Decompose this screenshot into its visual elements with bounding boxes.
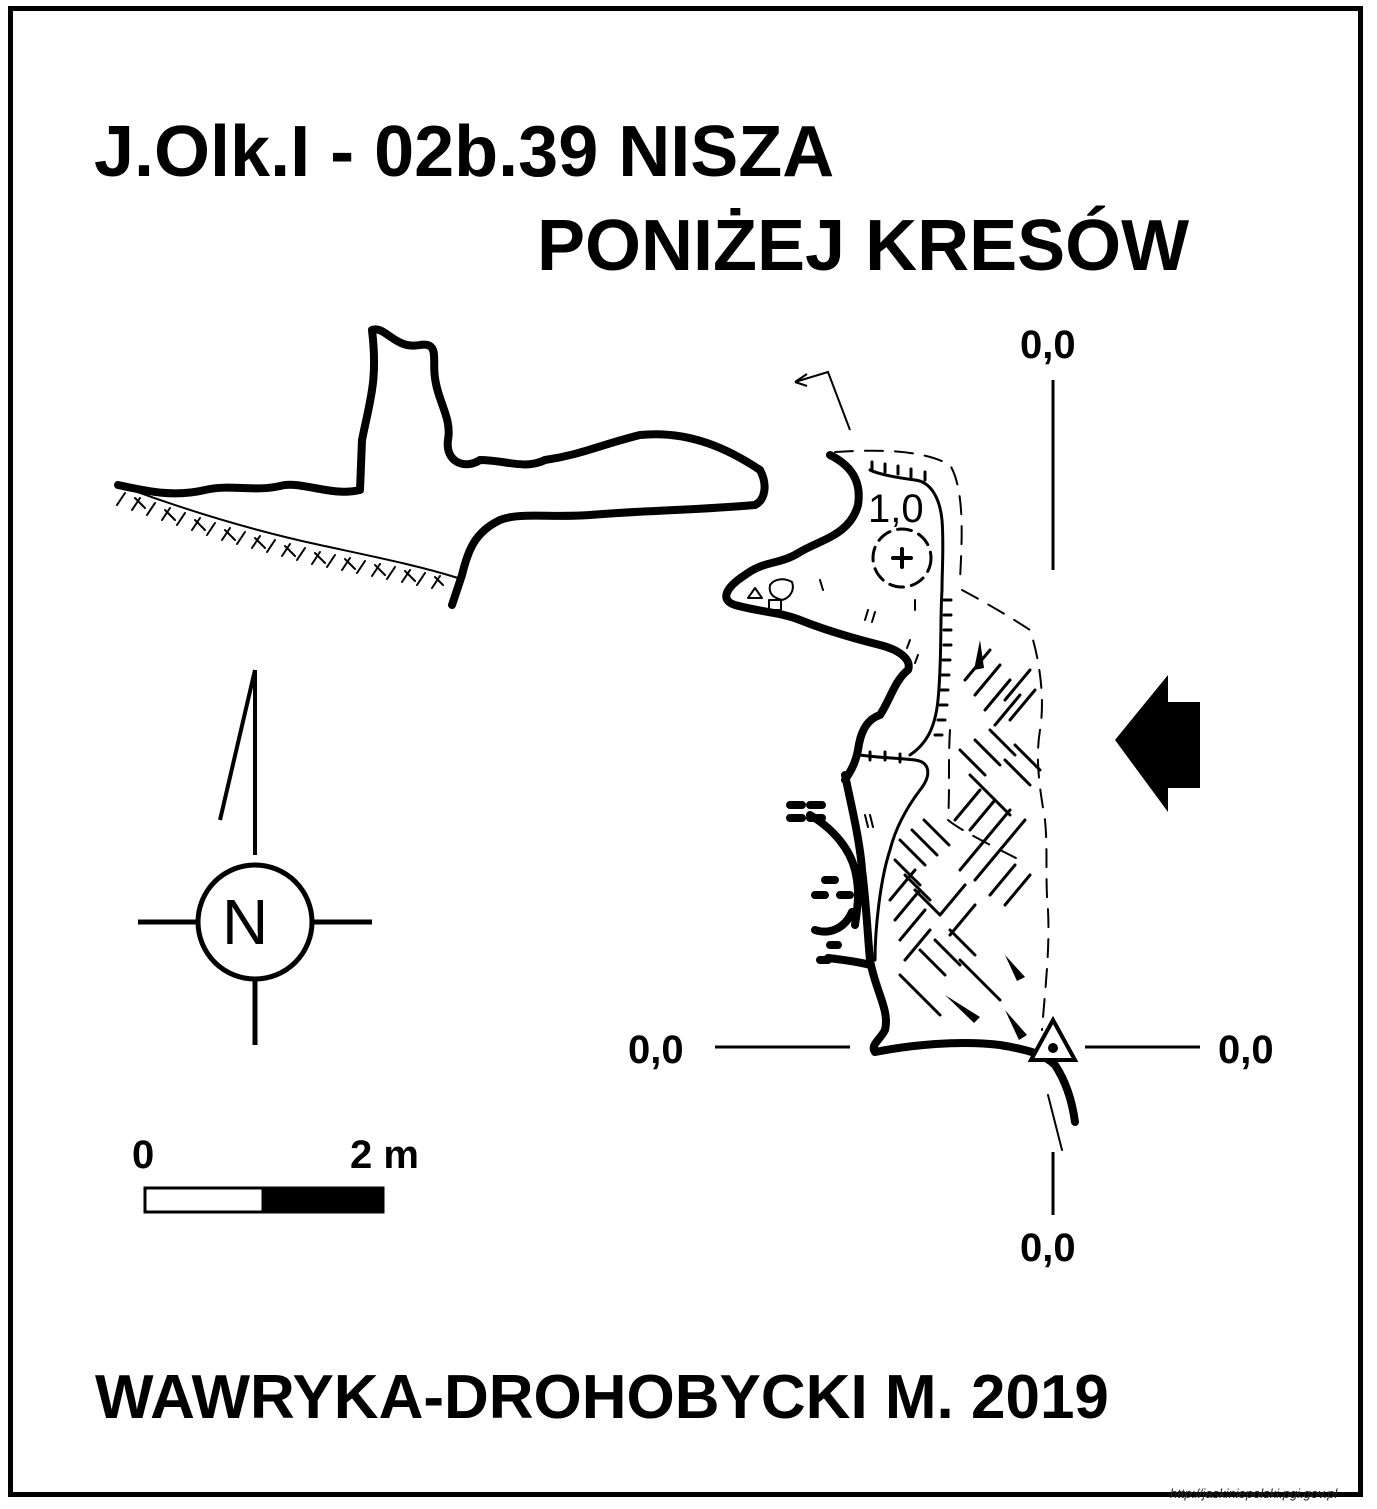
plan-side-ledges <box>786 801 874 969</box>
level-label-top: 0,0 <box>1020 323 1076 367</box>
cave-name-title: PONIŻEJ KRESÓW <box>537 206 1190 286</box>
scale-end-label: 2 m <box>350 1133 419 1177</box>
cave-plan <box>722 449 1079 1151</box>
ceiling-height-cross <box>891 547 913 569</box>
plan-wall-ticks <box>868 460 953 764</box>
ceiling-height-label: 1,0 <box>868 487 924 531</box>
profile-floor-line <box>117 484 459 579</box>
scale-bar <box>143 1186 385 1214</box>
plan-inner-wall-2 <box>908 588 944 757</box>
level-label-left: 0,0 <box>628 1028 684 1072</box>
plan-outline-main <box>722 451 913 784</box>
profile-direction-arrow <box>794 370 851 431</box>
north-arrow-icon <box>138 669 372 1045</box>
ceiling-height-point <box>871 527 933 589</box>
cave-code-title: J.Olk.I - 02b.39 NISZA <box>94 112 835 192</box>
section-axis-lines <box>715 380 1200 1215</box>
author-credit: WAWRYKA-DROHOBYCKI M. 2019 <box>95 1363 1109 1432</box>
level-label-right: 0,0 <box>1218 1028 1274 1072</box>
north-label: N <box>222 886 269 958</box>
plan-outline-lower <box>841 771 1079 1126</box>
plan-overhang-dashes <box>834 449 1050 1031</box>
plan-floor-hatching <box>888 648 1042 1017</box>
profile-outline <box>114 325 769 609</box>
entrance-arrow-icon <box>1115 675 1200 812</box>
cave-profile-section <box>114 325 769 609</box>
map-frame <box>8 6 1363 1497</box>
scale-start-label: 0 <box>132 1133 155 1177</box>
survey-station-icon <box>1027 1015 1079 1062</box>
profile-floor-hatching <box>116 492 444 589</box>
plan-wall-top <box>868 468 945 592</box>
source-url: http://jaskiniepolski.pgi.gov.pl <box>1170 1486 1338 1501</box>
plan-slope-arrows <box>945 640 1027 1040</box>
level-label-bottom: 0,0 <box>1020 1226 1076 1270</box>
entrance-ledge-line <box>1047 1094 1063 1151</box>
plan-inner-wall <box>858 753 930 962</box>
plan-blocks <box>747 578 919 828</box>
